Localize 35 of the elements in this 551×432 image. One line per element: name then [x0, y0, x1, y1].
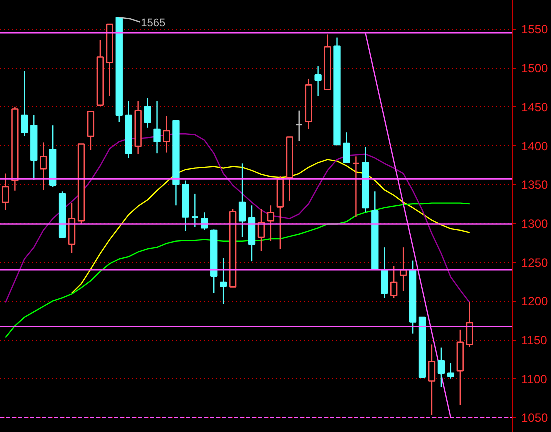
y-tick-label: 1200: [522, 294, 549, 309]
candlestick: [352, 156, 360, 218]
candlestick: [238, 163, 246, 238]
candlestick: [163, 116, 170, 154]
candlestick: [30, 114, 38, 181]
candlestick: [134, 100, 142, 155]
candlestick: [409, 260, 417, 334]
candlestick: [248, 205, 256, 262]
y-tick-label: 1500: [522, 62, 549, 76]
candlestick: [40, 142, 48, 191]
candlestick: [144, 98, 152, 129]
y-tick-label: 1450: [522, 100, 549, 114]
candlestick: [296, 110, 304, 142]
y-tick-label: 1250: [522, 256, 549, 270]
y-tick-label: 1150: [522, 334, 548, 348]
candlestick: [305, 78, 312, 130]
y-tick-label: 1300: [522, 216, 549, 231]
line-series: [5, 202, 470, 338]
y-tick-label: 1550: [522, 22, 549, 37]
annotation: 1565: [141, 17, 166, 30]
candlestick: [21, 70, 28, 138]
candlestick: [456, 329, 464, 406]
y-tick-label: 1400: [522, 139, 549, 154]
candlestick: [191, 193, 199, 228]
candlestick: [182, 180, 190, 232]
candlestick: [220, 258, 228, 305]
candlestick: [314, 66, 322, 97]
candlestick: [154, 100, 161, 154]
y-tick-label: 1050: [522, 411, 549, 426]
y-tick-label: 1350: [522, 178, 549, 192]
candlestick: [362, 146, 370, 214]
line-series: [71, 159, 470, 294]
candlestick: [428, 344, 436, 416]
candlestick: [438, 347, 446, 388]
y-tick-label: 1100: [522, 372, 548, 386]
